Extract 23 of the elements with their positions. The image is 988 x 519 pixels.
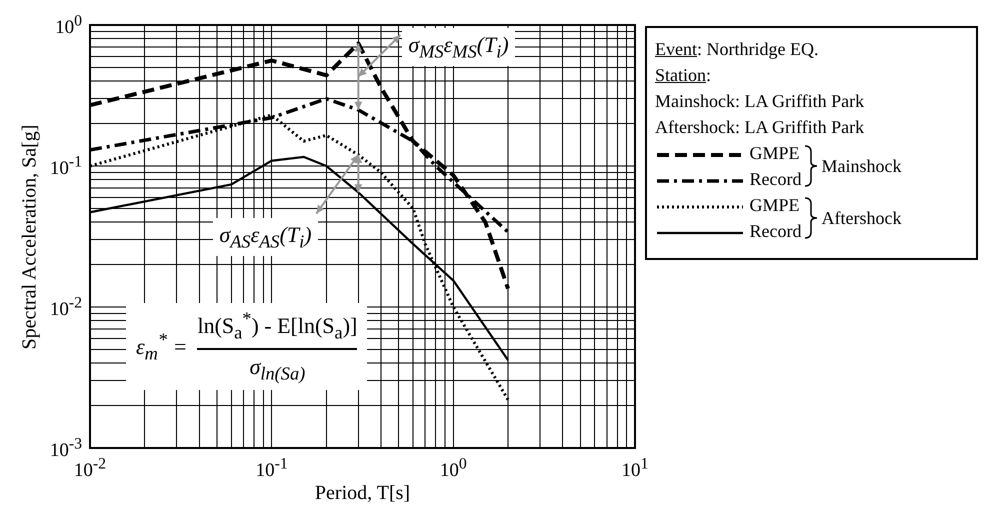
text: Event: Northridge EQ. [655,39,818,59]
text: Aftershock [821,208,902,228]
y-tick-label: 10$^{-2}$ [50,295,82,320]
text: Mainshock [821,156,902,176]
annotation: σ$_{ln(Sa)}$ [250,354,306,384]
x-tick-label: 10$^{1}$ [622,456,648,482]
y-tick-label: 10$^{0}$ [55,13,82,38]
legend-label: GMPE [750,195,800,215]
text: Station: [655,65,712,85]
annotation: ln(S$_{a}$$^{*}$) - E[ln(S$_{a}$)] [197,309,358,343]
y-tick-label: 10$^{-1}$ [50,154,82,180]
x-tick-label: 10$^{-1}$ [256,456,288,482]
legend-label: GMPE [750,143,800,163]
annotation: σ$_{MS}$ε$_{MS}$(T$_{i}$) [408,32,509,62]
legend-label: Record [750,169,802,189]
x-tick-label: 10$^{0}$ [440,456,467,482]
text: Mainshock: LA Griffith Park [655,91,864,111]
annotation: ε$_{m}$$^{*}$ = [136,329,188,363]
annotation: σ$_{AS}$ε$_{AS}$(T$_{i}$) [219,222,312,251]
y-axis-title: Spectral Acceleration, Sa[g] [18,124,40,349]
x-axis-title: Period, T[s] [314,482,410,504]
text: Aftershock: LA Griffith Park [655,117,864,137]
legend-label: Record [750,221,802,241]
